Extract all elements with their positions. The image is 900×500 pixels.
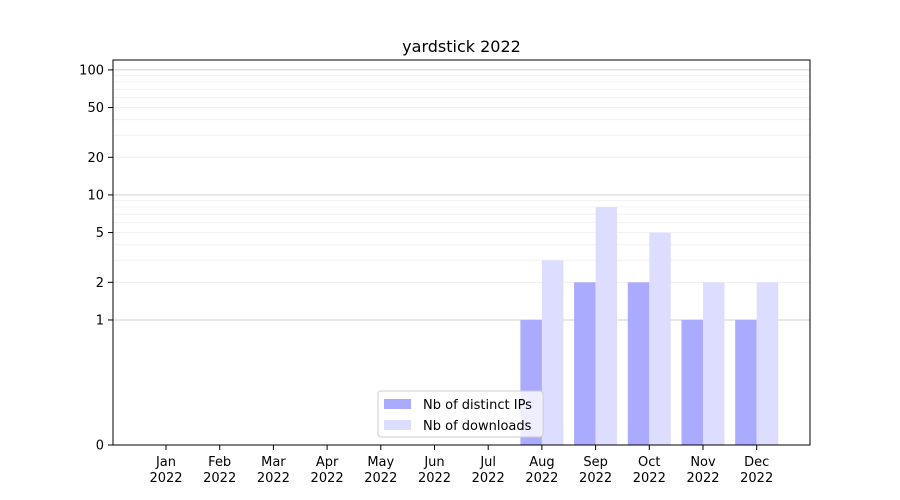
bar-distinct-ips bbox=[735, 319, 757, 445]
bar-downloads bbox=[703, 282, 725, 445]
legend: Nb of distinct IPs Nb of downloads bbox=[377, 390, 544, 438]
bars bbox=[520, 207, 779, 445]
bar-downloads bbox=[541, 260, 564, 445]
y-tick-label: 50 bbox=[87, 101, 104, 116]
y-tick-label: 100 bbox=[79, 63, 104, 78]
x-tick-label: Jun 2022 bbox=[418, 455, 451, 486]
x-tick-label: Dec 2022 bbox=[740, 455, 773, 486]
x-tick-label: Jan 2022 bbox=[149, 455, 182, 486]
x-axis: Jan 2022 Feb 2022 Mar 2022 Apr 2022 May 2022 Jun 20… bbox=[149, 445, 773, 486]
y-tick-label: 10 bbox=[87, 188, 104, 203]
bar-distinct-ips bbox=[681, 319, 703, 445]
legend-swatch bbox=[384, 420, 411, 430]
x-tick-label: Jul 2022 bbox=[472, 455, 505, 486]
y-tick-label: 2 bbox=[96, 276, 104, 291]
y-tick-label: 5 bbox=[96, 226, 104, 241]
legend-box bbox=[377, 390, 544, 438]
x-tick-label: Oct 2022 bbox=[633, 455, 666, 486]
bar-downloads bbox=[649, 232, 671, 445]
bar-distinct-ips bbox=[627, 282, 650, 445]
y-axis: 0 1 2 5 10 20 50 100 bbox=[79, 63, 113, 454]
bar-distinct-ips bbox=[574, 282, 596, 445]
x-tick-label: Aug 2022 bbox=[525, 455, 558, 486]
y-tick-label: 20 bbox=[87, 151, 104, 166]
chart-title: yardstick 2022 bbox=[402, 37, 521, 56]
x-tick-label: Sep 2022 bbox=[579, 455, 612, 486]
grid bbox=[113, 69, 810, 321]
x-tick-label: May 2022 bbox=[364, 455, 397, 486]
x-tick-label: Apr 2022 bbox=[311, 455, 344, 486]
bar-downloads bbox=[595, 207, 618, 445]
plot-area bbox=[112, 59, 811, 446]
legend-swatch bbox=[384, 399, 411, 409]
x-tick-label: Feb 2022 bbox=[203, 455, 236, 486]
y-tick-label: 0 bbox=[96, 439, 104, 454]
legend-label: Nb of downloads bbox=[423, 419, 532, 434]
x-tick-label: Mar 2022 bbox=[257, 455, 290, 486]
x-tick-label: Nov 2022 bbox=[686, 455, 719, 486]
y-tick-label: 1 bbox=[96, 313, 104, 328]
legend-label: Nb of distinct IPs bbox=[423, 398, 532, 413]
bar-downloads bbox=[756, 282, 779, 445]
